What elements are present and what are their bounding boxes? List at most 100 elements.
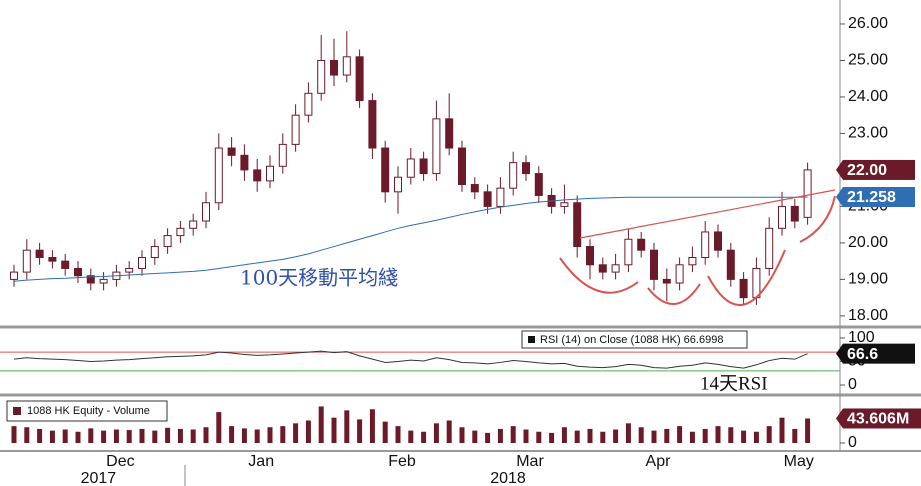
candle-body [496, 187, 505, 207]
y-tick-label: 100 [848, 329, 875, 346]
last-value-pointer [836, 408, 843, 429]
volume-bar [126, 430, 132, 443]
trend-line [579, 189, 836, 239]
candle-body [176, 227, 185, 237]
candle-body [611, 264, 620, 273]
rsi-annotation: 14天RSI [700, 373, 768, 394]
candle-body [458, 147, 466, 186]
candle-body [86, 275, 95, 284]
candle-body [624, 238, 633, 266]
legend-box [521, 330, 748, 349]
y-tick-label: 18.00 [848, 307, 888, 324]
candle-body [432, 118, 441, 175]
candle-body [125, 267, 134, 273]
candle-body [406, 158, 415, 178]
candle-body [240, 154, 249, 171]
ma-annotation: 100天移動平均綫 [240, 266, 398, 290]
volume-bar [792, 428, 798, 443]
candle-body [61, 260, 70, 269]
candle-body [304, 92, 313, 116]
volume-bar [433, 423, 439, 443]
volume-bar [75, 431, 81, 443]
volume-bar [446, 420, 452, 443]
legend-box [6, 400, 168, 422]
legend-swatch [13, 407, 21, 415]
candle-body [253, 169, 262, 182]
volume-bar [241, 428, 247, 443]
volume-bar [177, 428, 183, 443]
candle-body [765, 227, 774, 269]
moving-average [13, 196, 808, 282]
candle-body [598, 264, 607, 273]
y-tick-label: 26.00 [848, 15, 888, 32]
volume-bar [459, 427, 465, 443]
candle-body [150, 246, 159, 258]
candle-body [10, 271, 18, 280]
candle-body [317, 59, 326, 94]
volume-bar [805, 418, 811, 443]
y-tick-label: 23.00 [848, 125, 888, 142]
volume-bar [216, 412, 222, 443]
candle-body [752, 267, 761, 299]
candle-body [342, 56, 351, 76]
rsi-line [13, 350, 808, 369]
legend-text: 1088 HK Equity - Volume [27, 405, 150, 417]
candle-body [650, 249, 658, 280]
candle-body [163, 235, 172, 248]
candle-body [714, 231, 722, 251]
volume-bar [113, 429, 119, 443]
candle-body [688, 256, 697, 266]
volume-bar [369, 409, 375, 443]
candle-body [330, 59, 338, 76]
last-value-box [843, 187, 915, 207]
volume-bar [421, 431, 427, 443]
x-tick-label: Mar [516, 453, 544, 470]
volume-bar [497, 428, 503, 443]
candle-body [214, 147, 223, 204]
candle-body [138, 256, 146, 269]
volume-bar [728, 427, 734, 443]
volume-bar [702, 428, 708, 443]
volume-bar [152, 430, 158, 443]
candle-body [675, 264, 684, 284]
candle-body [790, 205, 799, 222]
volume-bar [229, 426, 235, 443]
volume-bar [408, 430, 414, 443]
x-year-label: 2017 [81, 470, 117, 486]
volume-bar [318, 406, 324, 443]
x-tick-label: Feb [388, 453, 416, 470]
volume-bar [37, 428, 43, 443]
candle-body [368, 100, 377, 149]
y-tick-label: 25.00 [848, 52, 888, 69]
volume-bar [600, 431, 606, 443]
last-value-pointer [836, 187, 843, 207]
candle-body [586, 246, 594, 266]
volume-bar [88, 428, 94, 443]
volume-bar [638, 427, 644, 443]
volume-bar [753, 431, 759, 443]
volume-bar [357, 419, 363, 443]
cup-curve [559, 257, 639, 294]
candle-body [509, 162, 518, 189]
legend-swatch [528, 336, 535, 343]
candle-body [394, 176, 402, 193]
volume-bar [613, 429, 619, 443]
x-year-label: 2018 [490, 470, 526, 486]
volume-bar [382, 421, 388, 443]
candle-body [48, 256, 57, 262]
volume-bar [651, 430, 657, 443]
volume-bar [549, 432, 555, 443]
candle-body [534, 173, 543, 196]
candle-body [202, 202, 210, 222]
volume-bar [62, 429, 68, 443]
candle-body [470, 184, 479, 193]
volume-bar [190, 429, 196, 443]
last-value-box [843, 408, 921, 429]
y-tick-label: 20.00 [848, 234, 888, 251]
candle-body [662, 278, 671, 284]
candle-body [227, 147, 236, 156]
volume-bar [267, 427, 273, 443]
candle-body [99, 278, 108, 284]
last-value-box [843, 159, 915, 180]
